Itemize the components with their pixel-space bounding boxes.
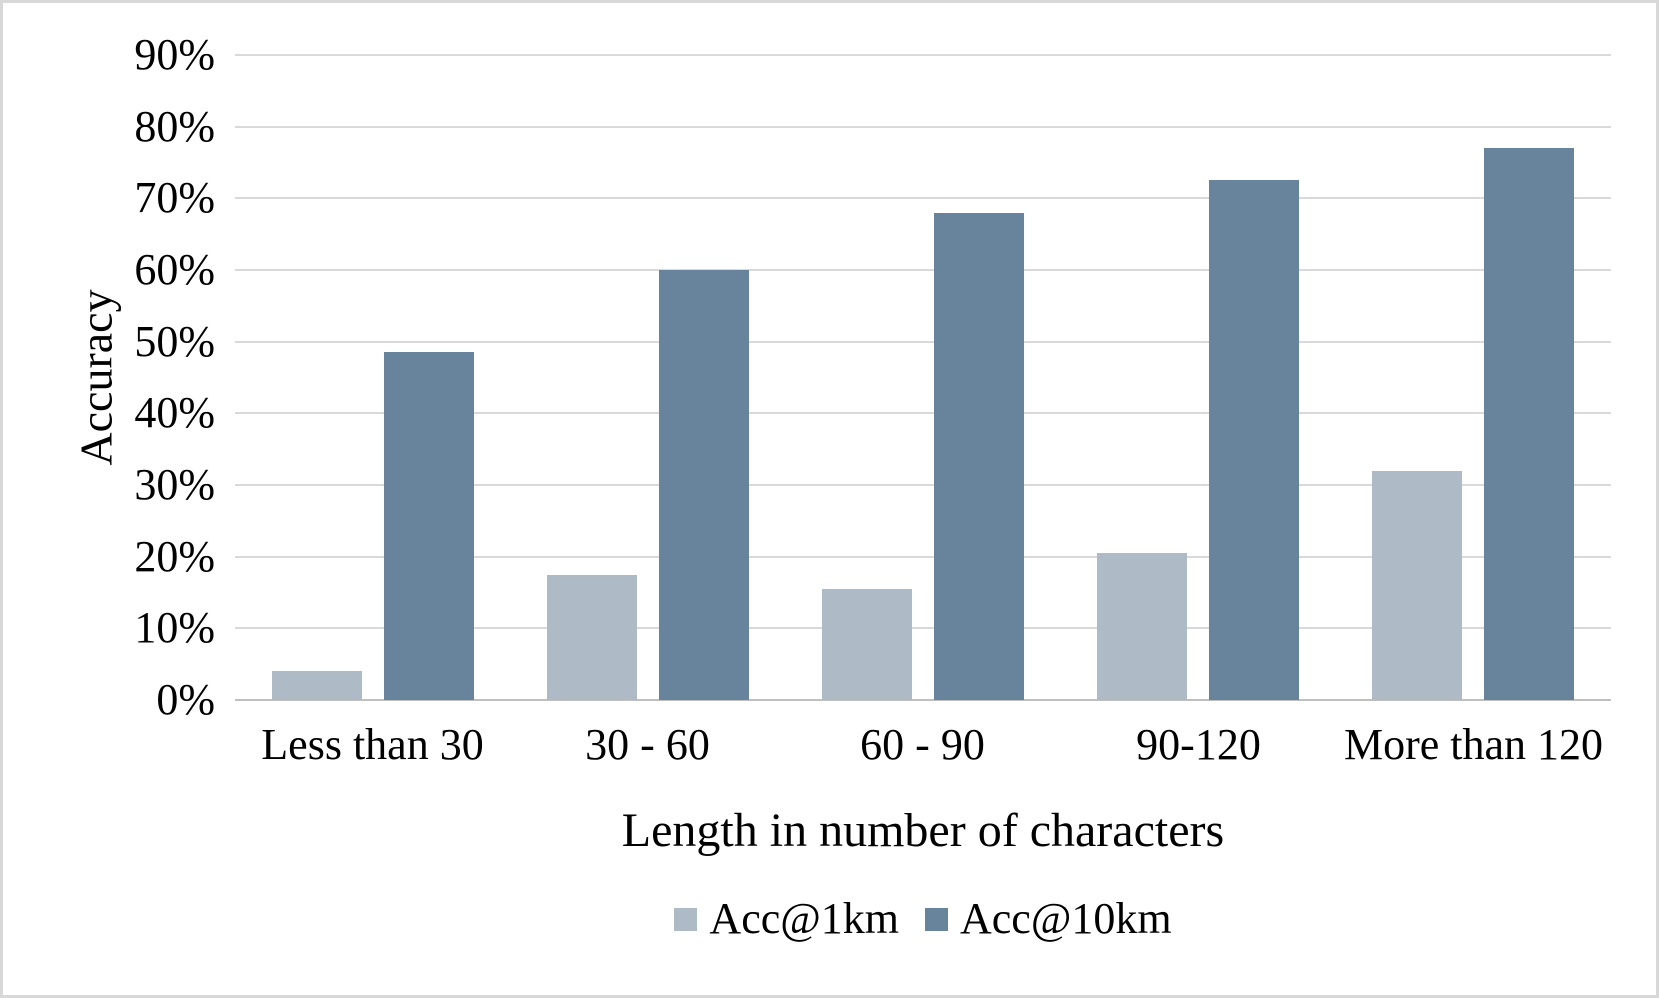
y-axis-ticks: 0% 10% 20% 30% 40% 50% 60% 70% 80% 90%: [3, 30, 215, 724]
x-tick-less-than-30: Less than 30: [261, 720, 484, 769]
y-tick-70: 70%: [134, 173, 215, 222]
y-tick-50: 50%: [134, 317, 215, 366]
bar-acc-1km-60-90: [822, 589, 912, 700]
bar-acc-10km-90-120: [1209, 180, 1299, 700]
x-tick-more-than-120: More than 120: [1343, 720, 1604, 769]
bar-acc-1km-more-than-120: [1372, 471, 1462, 700]
y-tick-20: 20%: [134, 532, 215, 581]
legend-label-acc-10km: Acc@10km: [960, 894, 1172, 943]
gridline-60: [235, 269, 1611, 271]
y-tick-90: 90%: [134, 30, 215, 79]
x-axis-labels: Less than 30 30 - 60 60 - 90 90-120 More tha…: [235, 715, 1611, 775]
gridline-40: [235, 412, 1611, 414]
bar-acc-1km-less-than-30: [272, 671, 362, 700]
x-tick-60-90: 60 - 90: [860, 720, 985, 769]
y-tick-30: 30%: [134, 460, 215, 509]
y-tick-10: 10%: [134, 603, 215, 652]
gridline-50: [235, 341, 1611, 343]
gridline-10: [235, 627, 1611, 629]
bar-acc-1km-30-60: [547, 575, 637, 700]
legend-item-acc-1km: Acc@1km: [674, 889, 899, 949]
plot-area: [235, 54, 1611, 701]
bar-acc-1km-90-120: [1097, 553, 1187, 700]
x-tick-90-120: 90-120: [1136, 720, 1261, 769]
gridline-30: [235, 484, 1611, 486]
x-axis-baseline: [235, 699, 1611, 701]
y-tick-0: 0%: [156, 675, 215, 724]
legend: Acc@1km Acc@10km: [235, 889, 1611, 949]
gridline-90: [235, 54, 1611, 56]
gridline-20: [235, 556, 1611, 558]
x-axis-title: Length in number of characters: [621, 804, 1225, 857]
legend-item-acc-10km: Acc@10km: [925, 889, 1172, 949]
legend-swatch-acc-1km: [674, 907, 698, 931]
legend-label-acc-1km: Acc@1km: [709, 894, 899, 943]
gridline-70: [235, 197, 1611, 199]
y-tick-80: 80%: [134, 102, 215, 151]
x-tick-30-60: 30 - 60: [585, 720, 710, 769]
bar-acc-10km-60-90: [934, 213, 1024, 700]
bar-acc-10km-30-60: [659, 270, 749, 700]
y-tick-40: 40%: [134, 388, 215, 437]
bar-acc-10km-more-than-120: [1484, 148, 1574, 700]
legend-swatch-acc-10km: [925, 907, 948, 931]
gridline-80: [235, 126, 1611, 128]
y-tick-60: 60%: [134, 245, 215, 294]
bar-acc-10km-less-than-30: [384, 352, 474, 700]
